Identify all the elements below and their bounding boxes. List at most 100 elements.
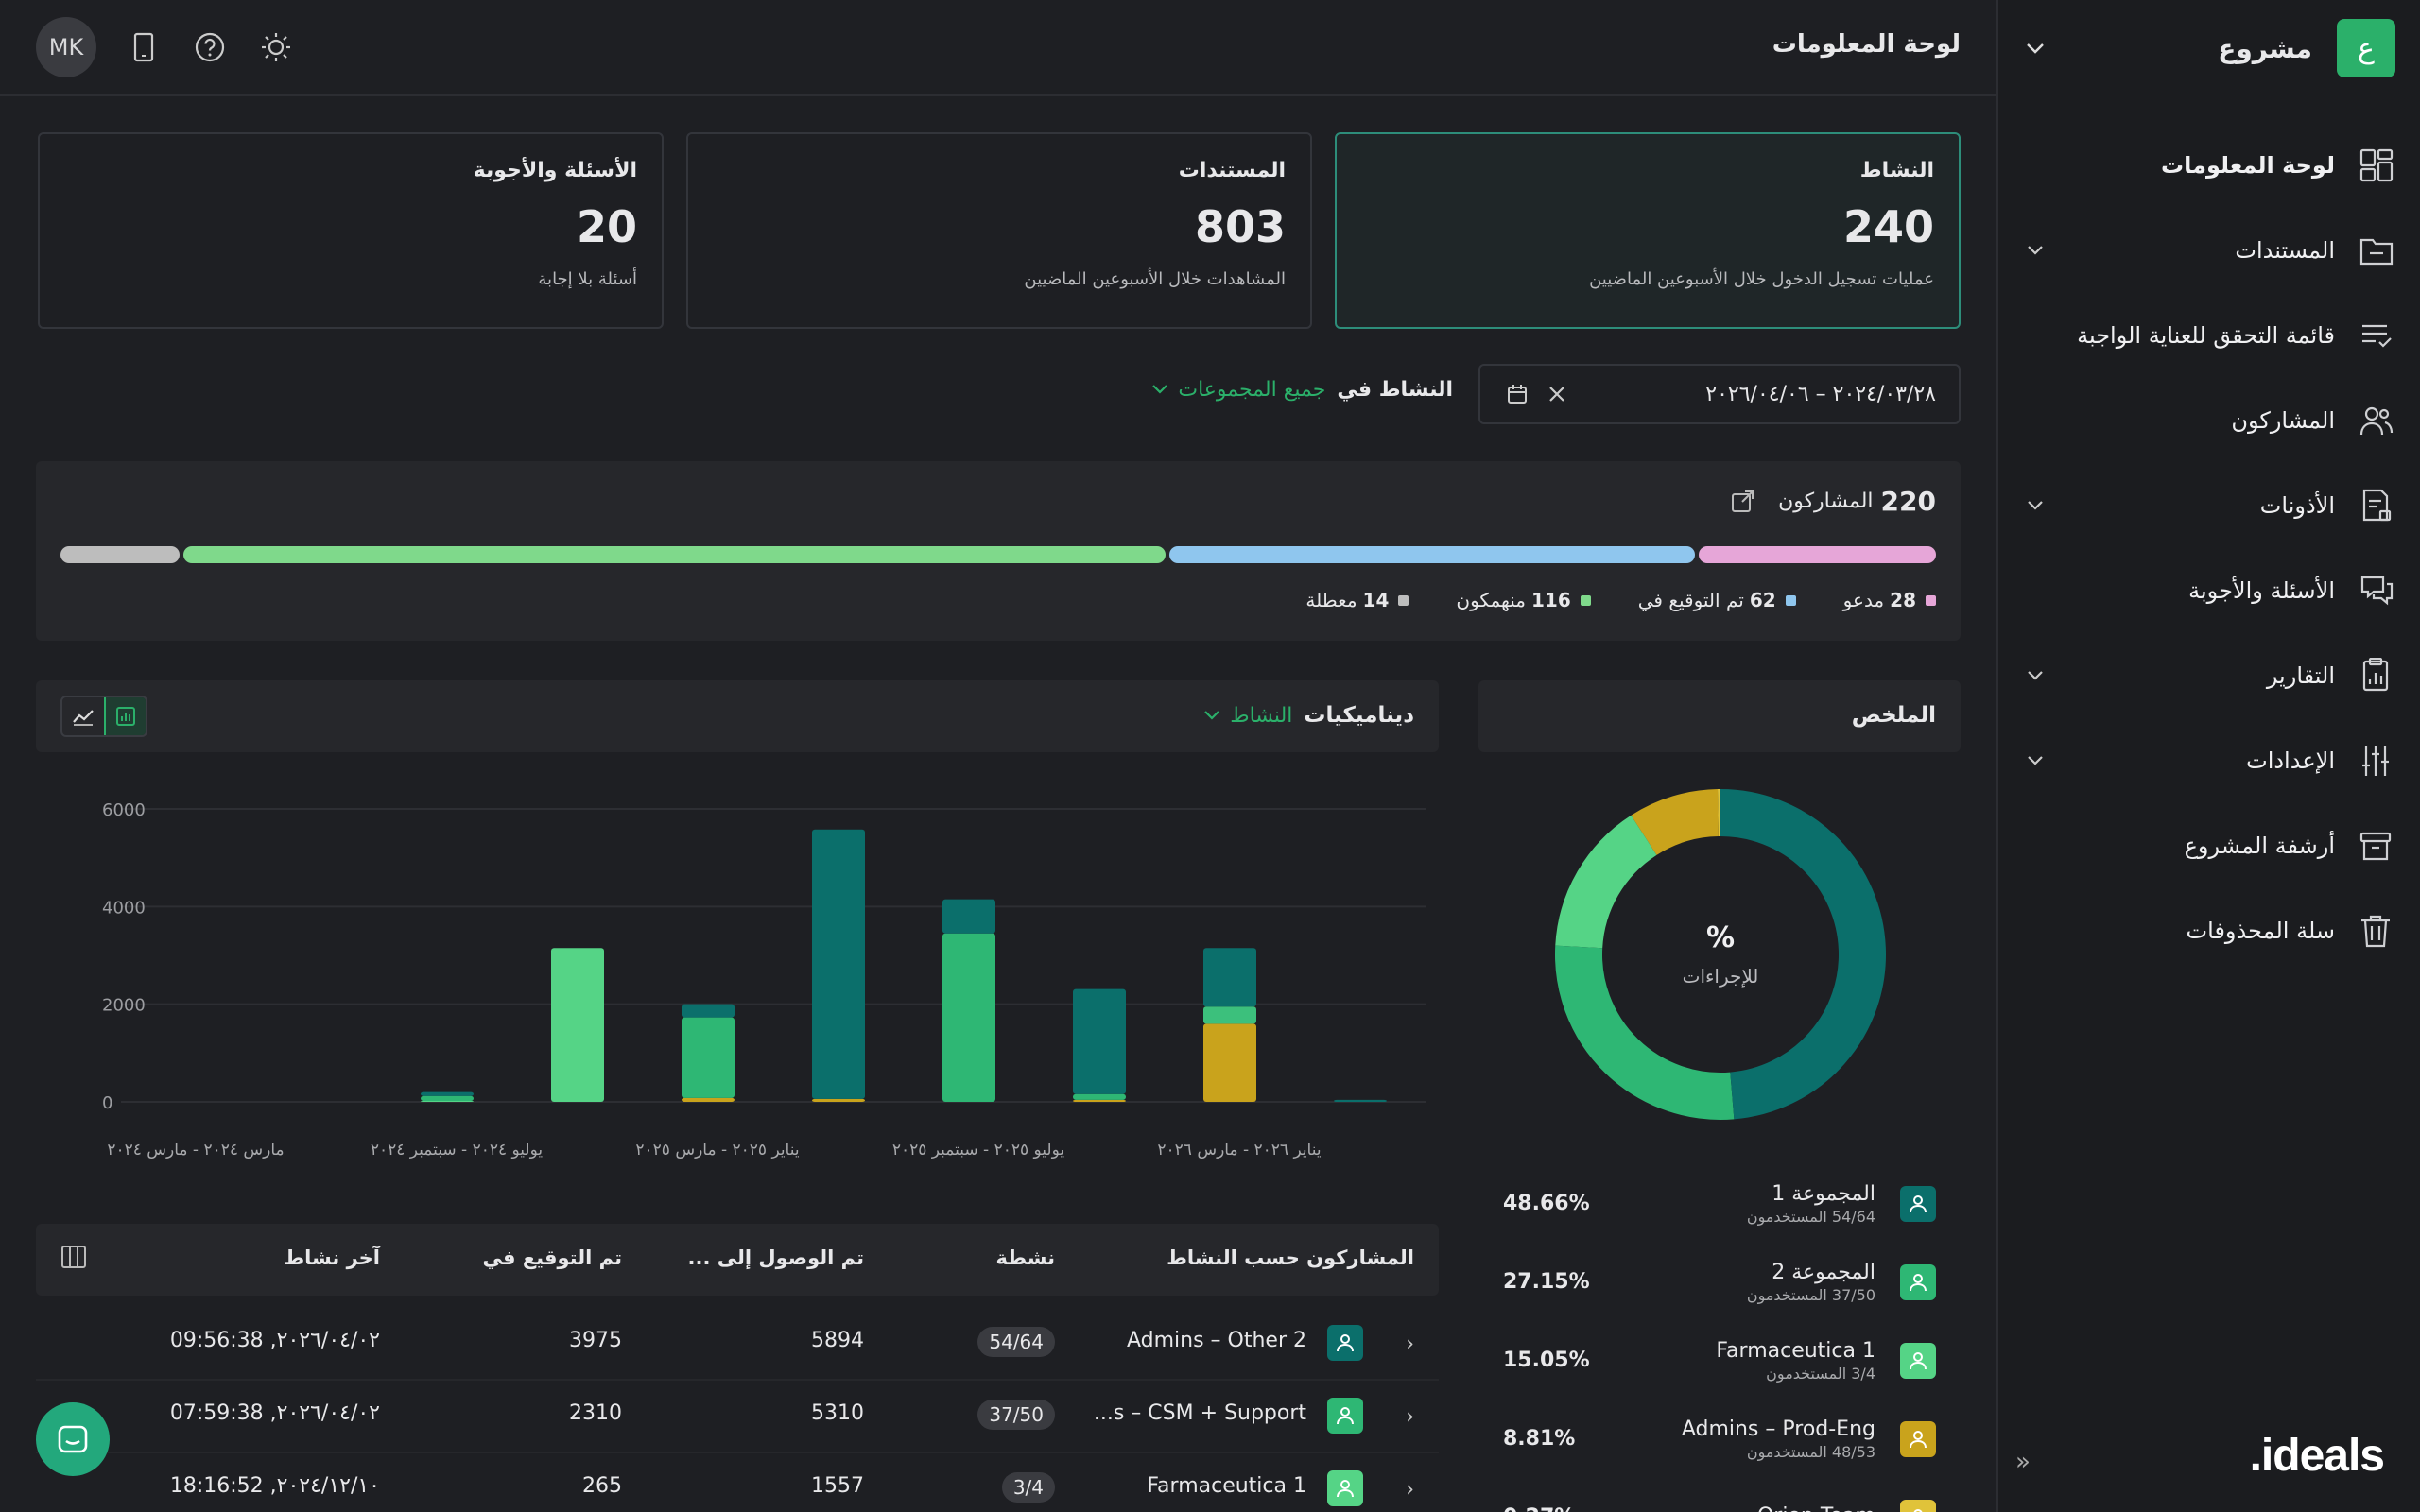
chevron-down-icon[interactable] [1203,707,1220,725]
summary-group-item[interactable]: Farmaceutica 1 3/4 المستخدمون 15.05% [1478,1321,1961,1400]
sidebar-item-dashboard[interactable]: لوحة المعلومات [2021,123,2395,208]
legend-item: 116 منهمكون [1456,589,1591,611]
x-tick-label: مارس ٢٠٢٤ - مارس ٢٠٢٤ [107,1141,284,1160]
bar-segment[interactable] [1073,1093,1126,1100]
qa-card[interactable]: الأسئلة والأجوبة 20 أسئلة بلا إجابة [38,132,664,329]
calendar-icon[interactable] [1503,380,1531,408]
card-subtitle: عمليات تسجيل الدخول خلال الأسبوعين الماض… [1589,269,1934,289]
col-header-signed[interactable]: تم التوقيع في [482,1246,622,1269]
line-chart-icon[interactable] [62,697,104,735]
chat-button[interactable] [36,1402,110,1476]
bar-segment[interactable] [421,1100,474,1102]
tablet-icon[interactable] [125,28,163,66]
chevron-down-icon[interactable] [2021,34,2049,62]
group-icon [1327,1398,1363,1434]
col-header-participants[interactable]: المشاركون حسب النشاط [1167,1246,1414,1269]
activity-card[interactable]: النشاط 240 عمليات تسجيل الدخول خلال الأس… [1335,132,1961,329]
activity-group-filter[interactable]: النشاط في جميع المجموعات [1151,378,1453,402]
participants-segment[interactable] [60,546,180,563]
sidebar-item-archive[interactable]: أرشفة المشروع [2021,803,2395,888]
sidebar-item-qa[interactable]: الأسئلة والأجوبة [2021,548,2395,633]
bar-segment[interactable] [682,1097,735,1102]
donut-slice[interactable] [1720,789,1886,1120]
sidebar-item-checklist[interactable]: قائمة التحقق للعناية الواجبة [2021,293,2395,378]
external-link-icon[interactable] [1729,489,1755,515]
bar-segment[interactable] [1334,1099,1387,1102]
card-value: 240 [1842,201,1934,252]
theme-sun-icon[interactable] [257,28,295,66]
sidebar-item-label: أرشفة المشروع [2184,833,2335,859]
help-icon[interactable] [191,28,229,66]
bar-segment[interactable] [1203,1023,1256,1102]
date-range-value: ٢٠٢٤/٠٣/٢٨ – ٢٠٢٦/٠٤/٠٦ [1705,382,1936,406]
sidebar-item-permissions[interactable]: الأذونات [2021,463,2395,548]
bar-segment[interactable] [1203,1006,1256,1024]
bar-segment[interactable] [1073,1099,1126,1102]
chevron-right-icon[interactable]: ‹ [1406,1332,1414,1356]
chevron-down-icon[interactable] [2021,236,2049,265]
summary-group-item[interactable]: المجموعة 2 37/50 المستخدمون 27.15% [1478,1243,1961,1321]
dynamics-metric-select[interactable]: النشاط [1230,703,1293,728]
summary-header: الملخص [1478,680,1961,752]
donut-slice[interactable] [1631,789,1720,856]
col-header-active[interactable]: نشطة [995,1246,1055,1269]
bar-segment[interactable] [942,899,995,934]
summary-group-item[interactable]: Orion Team 0.27% [1478,1478,1961,1512]
legend-value: 62 [1749,589,1776,611]
sidebar-item-users[interactable]: المشاركون [2021,378,2395,463]
bar-segment[interactable] [551,948,604,1102]
donut-slice[interactable] [1555,815,1658,949]
table-row[interactable]: ‹ ...s – CSM + Support 37/50 5310 2310 ٢… [36,1381,1439,1453]
participants-legend: 28 مدعو 62 تم التوقيع في 116 منهمكون 14 معطلة [1258,589,1936,611]
participants-segment[interactable] [1699,546,1936,563]
documents-card[interactable]: المستندات 803 المشاهدات خلال الأسبوعين ا… [686,132,1312,329]
summary-group-item[interactable]: Admins – Prod-Eng 48/53 المستخدمون 8.81% [1478,1400,1961,1478]
sidebar-item-label: سلة المحذوفات [2186,918,2335,944]
summary-group-item[interactable]: المجموعة 1 54/64 المستخدمون 48.66% [1478,1164,1961,1243]
chevron-right-icon[interactable]: ‹ [1406,1405,1414,1429]
chevron-down-icon[interactable] [2021,747,2049,775]
participants-segment[interactable] [182,546,1167,563]
chevron-right-icon[interactable]: ‹ [1406,1478,1414,1502]
chevron-down-icon[interactable] [1151,381,1168,399]
legend-swatch [1580,594,1591,606]
project-switcher[interactable]: ع مشروع [2021,19,2395,77]
sidebar-item-folder[interactable]: المستندات [2021,208,2395,293]
row-name: ...s – CSM + Support [1093,1401,1306,1425]
x-tick-label: يناير ٢٠٢٥ - مارس ٢٠٢٥ [635,1141,799,1160]
participants-segment[interactable] [1169,546,1696,563]
activity-filter-value[interactable]: جميع المجموعات [1178,378,1326,402]
table-row[interactable]: ‹ Farmaceutica 1 3/4 1557 265 ٢٠٢٤/١٢/١٠… [36,1453,1439,1512]
sidebar-item-reports[interactable]: التقارير [2021,633,2395,718]
group-percentage: 8.81% [1503,1427,1576,1451]
col-header-reached[interactable]: تم الوصول إلى ... [687,1246,864,1269]
bar-chart-icon[interactable] [104,697,146,735]
sidebar-item-settings-sliders[interactable]: الإعدادات [2021,718,2395,803]
collapse-sidebar-icon[interactable]: « [2015,1448,2031,1476]
row-name: Admins – Other 2 [1126,1329,1306,1352]
x-tick-label: يوليو ٢٠٢٤ - سبتمبر ٢٠٢٤ [371,1141,544,1160]
bar-segment[interactable] [1203,948,1256,1007]
topbar-tools: MK [36,17,295,77]
avatar[interactable]: MK [36,17,96,77]
group-users: 54/64 المستخدمون [1746,1207,1876,1226]
bar-segment[interactable] [682,1004,735,1018]
bar-segment[interactable] [421,1091,474,1096]
bar-segment[interactable] [682,1017,735,1098]
bar-segment[interactable] [1073,988,1126,1094]
columns-icon[interactable] [60,1245,87,1273]
table-row[interactable]: ‹ Admins – Other 2 54/64 5894 3975 ٢٠٢٦/… [36,1308,1439,1381]
col-header-last-activity[interactable]: آخر نشاط [284,1246,380,1269]
bar-segment[interactable] [812,829,865,1099]
chevron-down-icon[interactable] [2021,662,2049,690]
main-content: لوحة المعلومات MK النشاط 240 عمليات تسجي… [0,17,1996,1512]
bar-segment[interactable] [421,1095,474,1101]
sidebar-item-trash[interactable]: سلة المحذوفات [2021,888,2395,973]
donut-slice[interactable] [1555,945,1735,1120]
bar-segment[interactable] [812,1098,865,1102]
chart-type-toggle[interactable] [60,696,147,737]
date-range-picker[interactable]: ٢٠٢٤/٠٣/٢٨ – ٢٠٢٦/٠٤/٠٦ [1478,364,1961,424]
clear-icon[interactable] [1543,380,1571,408]
bar-segment[interactable] [942,933,995,1102]
chevron-down-icon[interactable] [2021,491,2049,520]
